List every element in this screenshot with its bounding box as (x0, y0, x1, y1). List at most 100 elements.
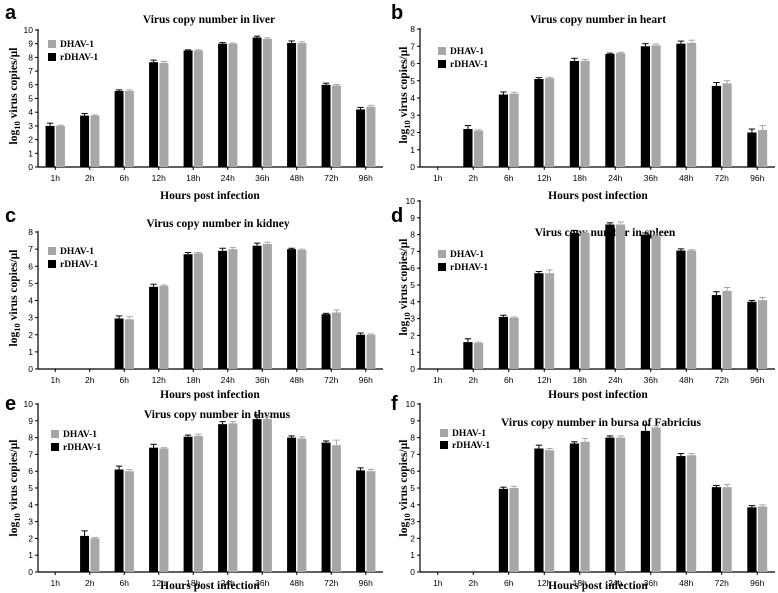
y-tick-label: 4 (28, 296, 33, 306)
bar-rdhav1-96h (747, 301, 757, 369)
bar-dhav1-12h (159, 62, 169, 167)
bar-rdhav1-72h (321, 314, 331, 369)
x-tick-label: 6h (120, 173, 130, 183)
x-tick-label: 1h (51, 375, 61, 385)
y-tick-label: 2 (28, 533, 33, 543)
bar-rdhav1-1h (45, 125, 55, 167)
y-tick-label: 4 (410, 500, 415, 510)
y-axis-label-log: log (8, 522, 20, 537)
x-tick-label: 2h (469, 375, 479, 385)
y-tick-label: 2 (410, 330, 415, 340)
panel-label: f (391, 393, 398, 415)
bar-dhav1-36h (651, 45, 661, 168)
y-tick-label: 0 (410, 162, 415, 172)
legend: DHAV-1 rDHAV-1 (51, 430, 101, 453)
y-tick-label: 6 (28, 261, 33, 271)
y-tick-label: 7 (28, 449, 33, 459)
chart-title: Virus copy number in bursa of Fabricius (501, 417, 702, 429)
x-tick-label: 6h (120, 375, 130, 385)
bar-rdhav1-36h (640, 46, 651, 167)
y-axis-label-subscript: 10 (12, 121, 22, 130)
bar-dhav1-18h (580, 60, 590, 167)
panel-label: d (391, 205, 403, 227)
bar-rdhav1-12h (149, 62, 159, 167)
bar-rdhav1-36h (640, 234, 651, 369)
bar-rdhav1-6h (114, 90, 124, 167)
bar-dhav1-96h (366, 471, 376, 572)
bar-rdhav1-12h (149, 447, 159, 572)
x-tick-label: 6h (504, 173, 514, 183)
bar-dhav1-72h (331, 445, 341, 572)
y-tick-label: 2 (410, 128, 415, 138)
bar-dhav1-36h (262, 419, 272, 572)
bar-dhav1-24h (228, 43, 238, 168)
x-tick-label: 1h (433, 578, 443, 588)
y-tick-label: 8 (410, 433, 415, 443)
bar-dhav1-24h (228, 249, 238, 369)
x-tick-label: 18h (573, 173, 587, 183)
x-tick-label: 36h (255, 375, 269, 385)
bar-rdhav1-2h (463, 342, 473, 369)
bar-dhav1-36h (262, 243, 272, 369)
bar-rdhav1-48h (287, 43, 297, 167)
y-tick-label: 1 (28, 148, 33, 158)
y-tick-label: 0 (28, 364, 33, 374)
x-tick-label: 18h (186, 578, 200, 588)
bar-rdhav1-72h (321, 84, 331, 167)
y-tick-label: 6 (28, 80, 33, 90)
bar-dhav1-96h (366, 106, 376, 167)
x-tick-label: 12h (152, 578, 166, 588)
bar-rdhav1-48h (676, 456, 686, 572)
x-tick-label: 96h (750, 375, 764, 385)
bar-dhav1-48h (686, 42, 697, 167)
x-axis-label: Hours post infection (548, 190, 648, 202)
bar-rdhav1-48h (287, 249, 297, 369)
x-tick-label: 72h (715, 173, 729, 183)
bar-rdhav1-24h (605, 54, 615, 168)
x-tick-label: 48h (679, 375, 693, 385)
bar-dhav1-12h (544, 273, 555, 369)
y-tick-label: 10 (406, 196, 416, 206)
x-tick-label: 6h (504, 578, 514, 588)
x-tick-label: 18h (186, 173, 200, 183)
x-axis-label: Hours post infection (160, 389, 260, 401)
x-tick-label: 1h (433, 173, 443, 183)
y-tick-label: 9 (28, 39, 33, 49)
y-tick-label: 1 (410, 145, 415, 155)
legend-label-rdhav1: rDHAV-1 (60, 260, 98, 270)
bar-dhav1-24h (615, 224, 626, 369)
y-tick-label: 5 (28, 278, 33, 288)
x-tick-label: 12h (537, 375, 551, 385)
y-tick-label: 3 (28, 517, 33, 527)
legend: DHAV-1 rDHAV-1 (438, 47, 488, 70)
bar-rdhav1-36h (252, 419, 262, 572)
y-tick-label: 8 (410, 230, 415, 240)
x-tick-label: 96h (359, 375, 373, 385)
y-tick-label: 5 (410, 280, 415, 290)
x-tick-label: 24h (221, 173, 235, 183)
x-tick-label: 36h (255, 578, 269, 588)
y-tick-label: 5 (28, 483, 33, 493)
y-tick-label: 10 (24, 399, 34, 409)
legend: DHAV-1 rDHAV-1 (438, 250, 488, 273)
bar-dhav1-48h (686, 455, 697, 572)
legend-swatch-dhav1 (440, 429, 448, 437)
x-tick-label: 24h (608, 173, 622, 183)
bar-rdhav1-72h (711, 85, 722, 167)
x-tick-label: 18h (573, 375, 587, 385)
y-axis-label-rest: virus copies/µl (398, 47, 410, 121)
y-axis-label-subscript: 10 (402, 120, 412, 129)
x-tick-label: 48h (290, 375, 304, 385)
legend-label-dhav1: DHAV-1 (452, 429, 486, 439)
x-tick-label: 18h (186, 375, 200, 385)
legend-swatch-rdhav1 (438, 60, 446, 68)
y-tick-label: 7 (28, 244, 33, 254)
y-axis-label: log10 virus copies/µl (398, 239, 412, 336)
y-axis-label-rest: virus copies/µl (8, 250, 20, 324)
bar-rdhav1-72h (711, 487, 722, 572)
bar-rdhav1-24h (218, 250, 228, 369)
x-tick-label: 24h (608, 375, 622, 385)
x-axis-label: Hours post infection (160, 580, 260, 592)
x-tick-label: 48h (290, 173, 304, 183)
